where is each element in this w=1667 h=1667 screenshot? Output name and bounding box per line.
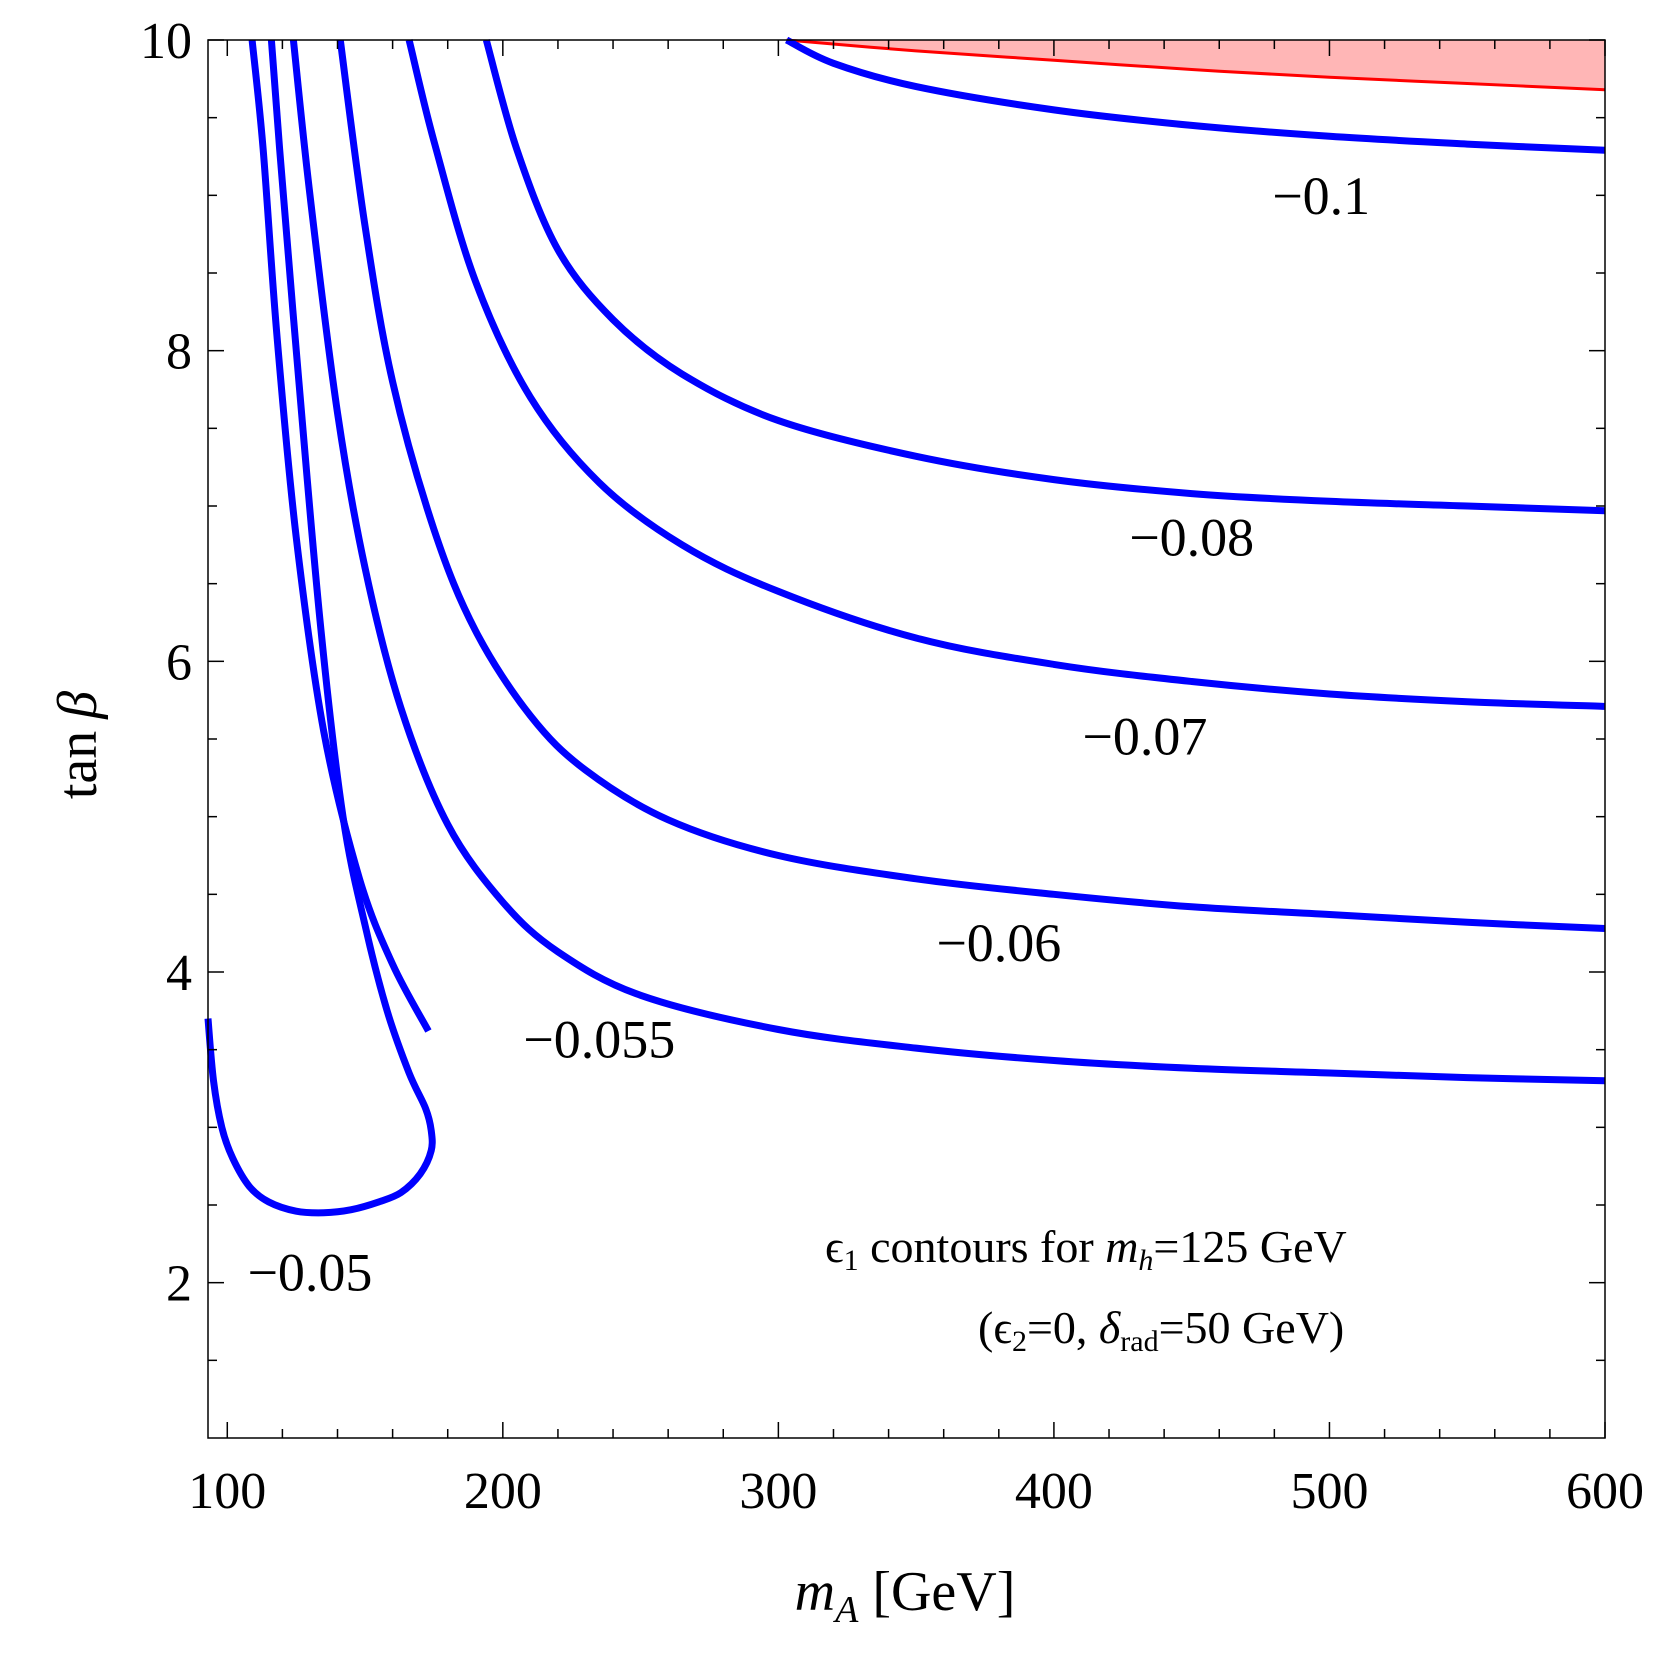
y-tick-label: 4 [166,945,192,1002]
y-axis-title: tan β [47,691,109,799]
y-tick-labels: 2 4 6 8 10 [140,13,192,1313]
annot-m: m [1105,1221,1138,1272]
annot-line2-tail: =50 GeV) [1159,1302,1345,1353]
x-tick-label: 600 [1566,1463,1644,1520]
contour-label-6: −0.1 [1272,166,1370,226]
contour-label-3: −0.06 [936,913,1061,973]
excluded-region-boundary [786,38,1606,92]
annotation-line2: (ϵ2=0, δrad=50 GeV) [978,1302,1344,1358]
contour-line-2 [248,39,432,1033]
annot-delta-sub: rad [1120,1325,1158,1358]
y-axis-func: tan [47,731,109,799]
annot-line1-text: contours for [859,1221,1106,1272]
y-tick-label: 8 [166,324,192,381]
contour-labels: −0.05 −0.055 −0.06 −0.07 −0.08 −0.1 [247,166,1370,1302]
x-tick-labels: 100 200 300 400 500 600 [188,1463,1644,1520]
contour-line-7 [784,36,1606,154]
annot-eps1: ϵ [825,1221,844,1272]
contour-label-1: −0.05 [247,1242,372,1302]
y-tick-label: 10 [140,13,192,70]
annot-eps2: ϵ [993,1302,1012,1353]
contour-line-3 [289,39,1606,1085]
contour-line-6 [482,39,1606,515]
x-tick-label: 300 [739,1463,817,1520]
annot-m-sub: h [1138,1244,1153,1277]
x-axis-sub: A [832,1589,859,1631]
contour-label-5: −0.08 [1129,508,1254,568]
x-tick-label: 200 [464,1463,542,1520]
annot-line2-mid: =0, [1027,1302,1099,1353]
y-tick-label: 6 [166,634,192,691]
x-axis-unit: [GeV] [872,1561,1015,1623]
annot-delta: δ [1099,1302,1121,1353]
contour-line-5 [405,39,1606,710]
contour-layer [204,36,1606,1217]
y-axis-var: β [47,691,109,720]
y-tick-label: 2 [166,1256,192,1313]
x-axis-var: m [795,1561,835,1623]
annot-open: ( [978,1302,993,1353]
annot-eps1-sub: 1 [844,1244,859,1277]
x-tick-label: 400 [1015,1463,1093,1520]
annot-line1-tail: =125 GeV [1153,1221,1346,1272]
x-tick-label: 100 [188,1463,266,1520]
x-axis-title: mA [GeV] [795,1561,1016,1631]
contour-label-2: −0.055 [523,1009,675,1069]
annotation-line1: ϵ1 contours for mh=125 GeV [825,1221,1347,1277]
contour-line-1 [204,39,436,1217]
x-tick-label: 500 [1290,1463,1368,1520]
excluded-region-fill [786,40,1605,90]
contour-label-4: −0.07 [1082,707,1207,767]
contour-line-4 [336,39,1606,932]
annot-eps2-sub: 2 [1012,1325,1027,1358]
excluded-region-layer [786,38,1606,92]
tick-layer [208,39,1606,1438]
